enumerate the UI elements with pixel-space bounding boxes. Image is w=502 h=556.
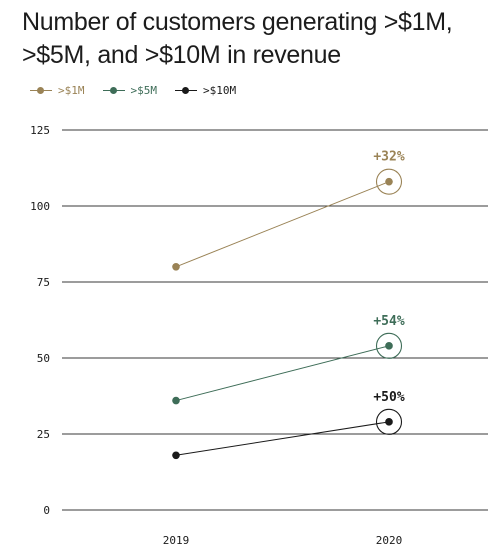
legend-item-10m: >$10M	[175, 84, 236, 97]
legend-key-10m	[175, 86, 197, 96]
x-tick-label: 2020	[376, 534, 403, 547]
x-tick-label: 2019	[163, 534, 190, 547]
legend-key-1m	[30, 86, 52, 96]
data-point	[172, 263, 180, 271]
highlight-ring-1	[375, 332, 403, 359]
y-tick-label: 100	[30, 200, 50, 213]
legend-item-1m: >$1M	[30, 84, 85, 97]
change-label-1: +54%	[373, 314, 404, 329]
legend-label-10m: >$10M	[203, 84, 237, 97]
highlight-ring-0	[375, 168, 403, 195]
y-tick-label: 75	[37, 276, 50, 289]
change-label-2: +50%	[373, 390, 404, 405]
legend-label-1m: >$1M	[58, 84, 85, 97]
data-point	[385, 177, 393, 186]
series-line-0	[175, 181, 390, 268]
chart-title: Number of customers generating >$1M, >$5…	[22, 8, 453, 69]
data-point	[385, 418, 393, 426]
series-line-2	[175, 421, 390, 456]
y-tick-label: 0	[43, 504, 50, 517]
data-point	[385, 342, 393, 350]
y-tick-label: 50	[37, 352, 50, 365]
legend-label-5m: >$5M	[130, 84, 158, 97]
highlight-ring-2	[375, 408, 403, 435]
y-tick-label: 125	[30, 124, 50, 137]
data-point	[172, 396, 180, 405]
legend: >$1M >$5M >$10M	[30, 84, 236, 97]
change-label-0: +32%	[373, 150, 404, 165]
series-line-1	[175, 345, 390, 402]
data-point	[172, 451, 180, 460]
legend-item-5m: >$5M	[102, 84, 158, 97]
y-tick-label: 25	[37, 428, 50, 441]
legend-key-5m	[102, 86, 125, 96]
